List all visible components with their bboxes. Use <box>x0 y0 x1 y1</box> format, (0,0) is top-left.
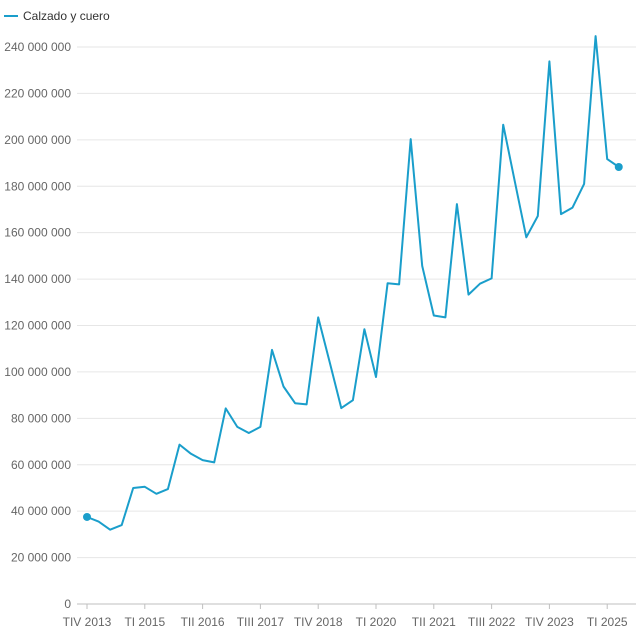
y-tick-label: 220 000 000 <box>4 86 71 100</box>
series-calzado-y-cuero <box>83 35 623 531</box>
y-axis: 0 20 000 000 40 000 000 60 000 000 80 000 00… <box>4 40 71 611</box>
y-tick-label: 100 000 000 <box>4 365 71 379</box>
y-tick-label: 240 000 000 <box>4 40 71 54</box>
y-tick-label: 200 000 000 <box>4 133 71 147</box>
x-axis: TIV 2013 TI 2015 TII 2016 TIII 2017 TIV 2018… <box>63 603 636 629</box>
y-tick-label: 0 <box>64 597 71 611</box>
x-tick-label: TIV 2013 <box>63 615 112 629</box>
y-tick-label: 40 000 000 <box>11 504 71 518</box>
gridlines <box>77 46 636 559</box>
endpoint-marker[interactable] <box>614 162 623 171</box>
x-tick-label: TIV 2023 <box>525 615 574 629</box>
endpoint-marker[interactable] <box>83 512 91 521</box>
x-tick-label: TIII 2017 <box>237 615 285 629</box>
y-tick-label: 140 000 000 <box>4 272 71 286</box>
series-line <box>86 35 620 531</box>
x-tick-label: TIV 2018 <box>294 615 343 629</box>
y-tick-label: 20 000 000 <box>11 551 71 565</box>
x-tick-label: TIII 2022 <box>468 615 516 629</box>
y-tick-label: 60 000 000 <box>11 458 71 472</box>
legend[interactable]: Calzado y cuero <box>4 9 110 23</box>
y-tick-label: 160 000 000 <box>4 226 71 240</box>
y-tick-label: 80 000 000 <box>11 411 71 425</box>
x-tick-label: TI 2015 <box>124 615 165 629</box>
x-tick-label: TI 2020 <box>356 615 397 629</box>
legend-label-calzado-y-cuero: Calzado y cuero <box>23 9 110 23</box>
x-tick-label: TII 2021 <box>412 615 456 629</box>
y-tick-label: 120 000 000 <box>4 319 71 333</box>
x-tick-label: TII 2016 <box>181 615 225 629</box>
x-tick-label: TI 2025 <box>587 615 628 629</box>
y-tick-label: 180 000 000 <box>4 179 71 193</box>
